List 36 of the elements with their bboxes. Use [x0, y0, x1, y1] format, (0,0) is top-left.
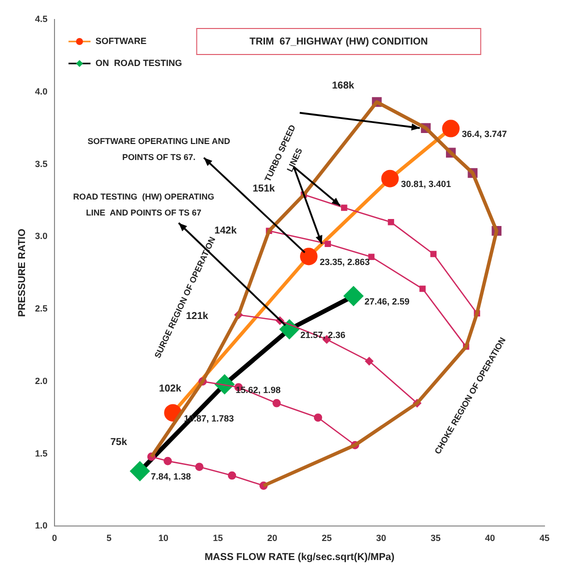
y-tick-label: 2.5 — [34, 304, 48, 314]
x-tick-label: 40 — [485, 533, 496, 544]
y-tick-label: 1.5 — [34, 448, 48, 458]
annotation: ROAD TESTING (HW) OPERATING LINE AND POINTS OF TS 67 — [73, 191, 215, 218]
x-tick-label: 0 — [52, 533, 58, 544]
annotation: 168k — [332, 80, 355, 92]
legend-label: ON ROAD TESTING — [96, 58, 182, 68]
legend-label: SOFTWARE — [96, 36, 147, 46]
annotation: 121k — [186, 311, 209, 322]
annotation: 151k — [252, 183, 276, 194]
data-label: 7.84, 1.38 — [150, 472, 191, 482]
annotation: 142k — [214, 226, 238, 237]
x-tick-label: 25 — [322, 533, 332, 544]
data-label: 27.46, 2.59 — [364, 296, 410, 306]
x-tick-label: 5 — [106, 533, 112, 544]
y-tick-label: 2.0 — [34, 376, 48, 386]
x-tick-label: 10 — [158, 533, 168, 544]
annotation: 75k — [110, 436, 128, 448]
y-tick-label: 3.0 — [34, 231, 48, 242]
annotation: SOFTWARE OPERATING LINE AND POINTS OF TS 67. — [88, 136, 230, 162]
y-tick-label: 1.0 — [34, 520, 48, 531]
y-axis-title: PRESSURE RATIO — [16, 228, 28, 317]
y-tick-label: 4.0 — [34, 86, 48, 96]
data-label: 23.35, 2.863 — [320, 256, 370, 267]
x-tick-label: 20 — [267, 533, 278, 544]
text: TRIM 67_HIGHWAY (HW) CONDITION — [250, 36, 428, 48]
data-label: 30.81, 3.401 — [400, 179, 452, 190]
y-tick-label: 4.5 — [34, 14, 48, 24]
x-axis-title: MASS FLOW RATE (kg/sec.sqrt(K)/MPa) — [204, 552, 394, 563]
y-tick-label: 3.5 — [34, 158, 48, 169]
x-tick-label: 30 — [376, 533, 386, 544]
x-tick-label: 45 — [539, 533, 550, 544]
x-tick-label: 15 — [212, 533, 223, 544]
data-label: 36.4, 3.747 — [462, 128, 507, 139]
annotation: 102k — [159, 384, 182, 395]
x-tick-label: 35 — [430, 533, 441, 544]
